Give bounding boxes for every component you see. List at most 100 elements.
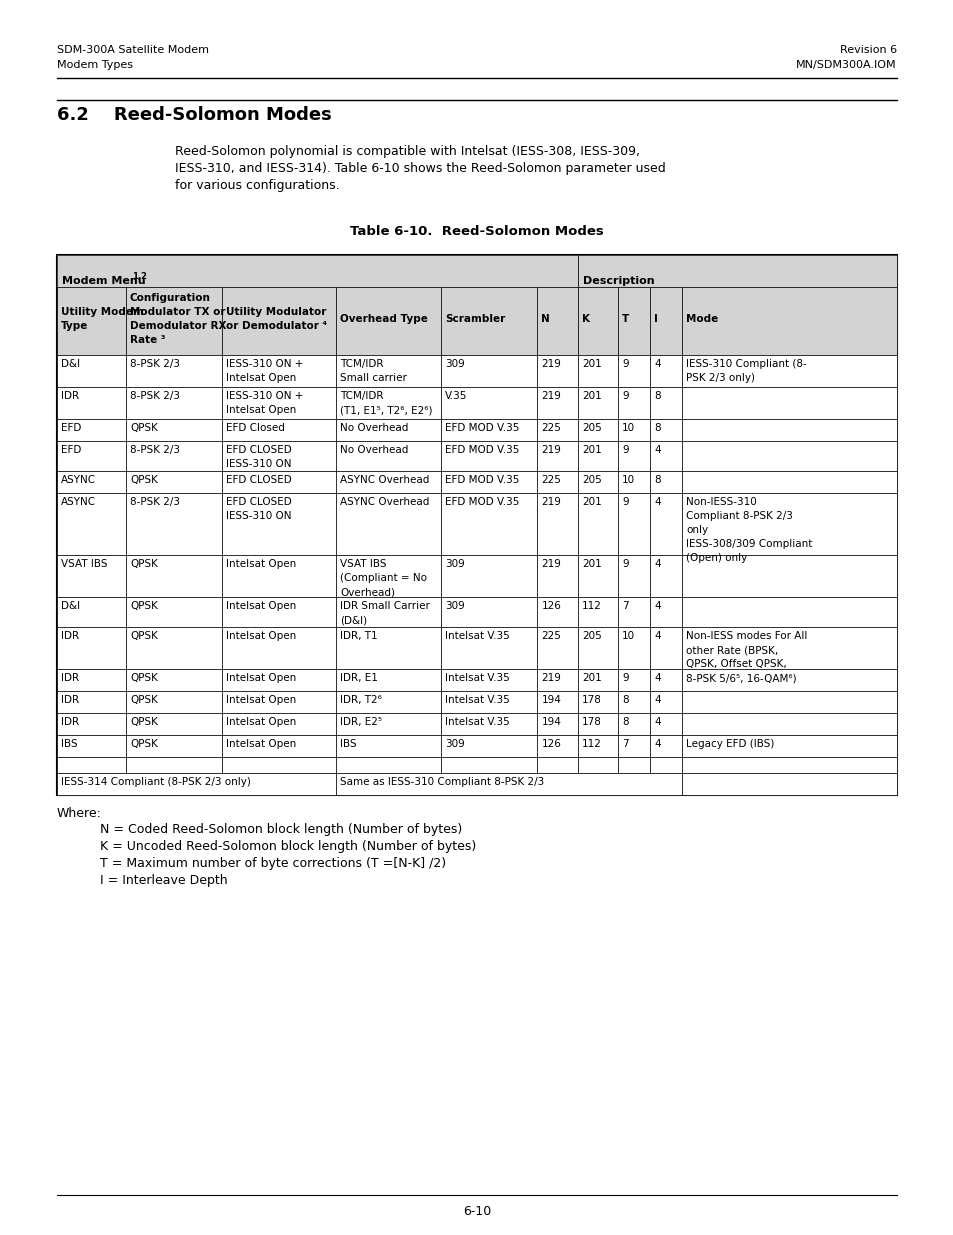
Bar [618,354,649,387]
Bar [222,354,335,387]
Bar [126,627,222,669]
Bar [681,669,896,692]
Text: Intelsat V.35: Intelsat V.35 [444,673,509,683]
Bar [335,627,440,669]
Text: QPSK, Offset QPSK,: QPSK, Offset QPSK, [685,659,786,669]
Text: Modulator TX or: Modulator TX or [130,308,225,317]
Text: 8: 8 [654,475,660,485]
Bar [649,471,681,493]
Bar [126,757,222,773]
Bar [649,555,681,597]
Bar [537,735,578,757]
Text: 201: 201 [581,359,601,369]
Text: 10: 10 [621,424,635,433]
Bar [649,597,681,627]
Text: K: K [581,314,589,324]
Bar [57,669,126,692]
Text: EFD CLOSED: EFD CLOSED [226,475,292,485]
Bar [618,627,649,669]
Text: 7: 7 [621,739,628,748]
Text: IDR: IDR [61,673,79,683]
Text: (D&I): (D&I) [339,615,367,625]
Text: IESS-310 ON +: IESS-310 ON + [226,359,304,369]
Text: VSAT IBS: VSAT IBS [61,559,108,569]
Bar [57,713,126,735]
Bar [649,757,681,773]
Text: 205: 205 [581,631,601,641]
Bar [222,387,335,419]
Bar [681,692,896,713]
Bar [681,441,896,471]
Bar [537,555,578,597]
Text: T = Maximum number of byte corrections (T =[N-K] /2): T = Maximum number of byte corrections (… [100,857,446,869]
Text: Small carrier: Small carrier [339,373,406,383]
Bar [57,555,126,597]
Bar [222,627,335,669]
Bar [649,713,681,735]
Bar [126,287,222,354]
Text: EFD: EFD [61,445,81,454]
Text: 9: 9 [621,359,628,369]
Bar [335,735,440,757]
Text: Intelsat Open: Intelsat Open [226,631,296,641]
Text: 219: 219 [541,673,560,683]
Text: 201: 201 [581,445,601,454]
Bar [578,757,618,773]
Text: 201: 201 [581,673,601,683]
Text: IESS-310, and IESS-314). Table 6-10 shows the Reed-Solomon parameter used: IESS-310, and IESS-314). Table 6-10 show… [174,162,665,175]
Text: (Open) only: (Open) only [685,553,746,563]
Bar [335,387,440,419]
Bar [335,493,440,555]
Text: Non-IESS modes For All: Non-IESS modes For All [685,631,806,641]
Text: 4: 4 [654,718,660,727]
Text: 8: 8 [621,695,628,705]
Text: 4: 4 [654,673,660,683]
Text: QPSK: QPSK [130,475,157,485]
Text: D&I: D&I [61,601,80,611]
Text: 9: 9 [621,496,628,508]
Text: Type: Type [61,321,89,331]
Text: 6.2    Reed-Solomon Modes: 6.2 Reed-Solomon Modes [57,106,332,124]
Bar [681,419,896,441]
Text: 8-PSK 2/3: 8-PSK 2/3 [130,359,180,369]
Text: QPSK: QPSK [130,718,157,727]
Text: No Overhead: No Overhead [339,424,408,433]
Bar [649,287,681,354]
Text: IDR: IDR [61,631,79,641]
Text: IBS: IBS [339,739,356,748]
Bar [57,757,126,773]
Bar [578,493,618,555]
Bar [440,441,537,471]
Bar [537,713,578,735]
Text: 1,2: 1,2 [132,272,147,282]
Text: for various configurations.: for various configurations. [174,179,339,191]
Bar [222,713,335,735]
Text: VSAT IBS: VSAT IBS [339,559,386,569]
Bar [681,387,896,419]
Text: 9: 9 [621,391,628,401]
Text: 201: 201 [581,391,601,401]
Text: QPSK: QPSK [130,673,157,683]
Text: QPSK: QPSK [130,739,157,748]
Text: Intelsat Open: Intelsat Open [226,405,296,415]
Bar [222,692,335,713]
Text: 225: 225 [541,631,560,641]
Text: T: T [621,314,629,324]
Bar [126,692,222,713]
Bar [222,419,335,441]
Bar [537,692,578,713]
Text: 4: 4 [654,359,660,369]
Bar [618,597,649,627]
Text: 7: 7 [621,601,628,611]
Text: 205: 205 [581,424,601,433]
Bar [649,419,681,441]
Text: Scrambler: Scrambler [444,314,504,324]
Bar [440,735,537,757]
Text: Intelsat Open: Intelsat Open [226,601,296,611]
Text: 219: 219 [541,359,560,369]
Bar [126,493,222,555]
Text: QPSK: QPSK [130,695,157,705]
Bar [537,493,578,555]
Text: IESS-314 Compliant (8-PSK 2/3 only): IESS-314 Compliant (8-PSK 2/3 only) [61,777,251,787]
Bar [537,627,578,669]
